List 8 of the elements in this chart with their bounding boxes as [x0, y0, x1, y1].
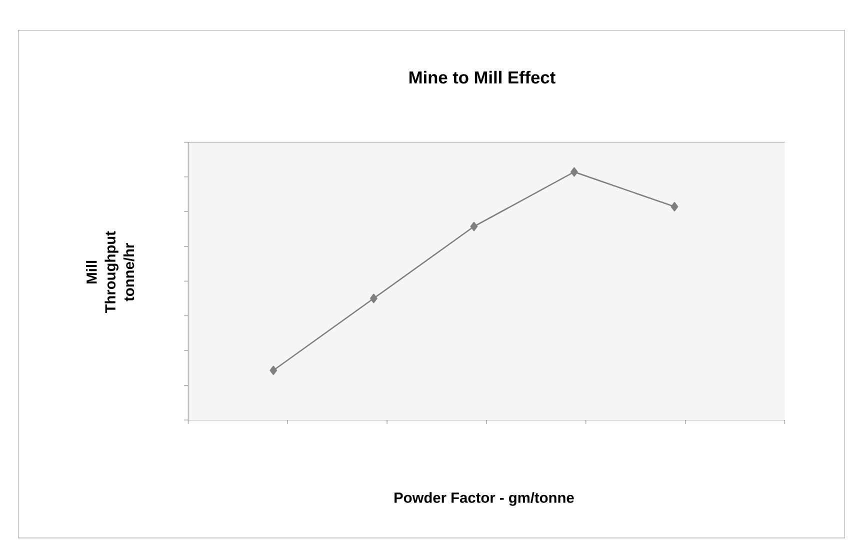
point: [270, 366, 278, 375]
chart-title: Mine to Mill Effect: [410, 70, 556, 84]
x-axis-title: Powder Factor - gm/tonne: [394, 492, 574, 506]
y-axis-title: Mill Throughput tonne/hr: [86, 231, 134, 313]
point: [570, 167, 578, 177]
point: [470, 222, 478, 232]
point: [670, 202, 678, 212]
point: [370, 294, 378, 304]
